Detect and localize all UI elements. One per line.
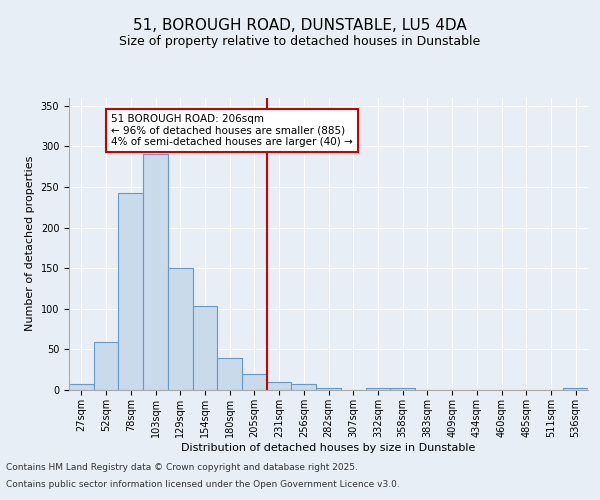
Bar [390,388,415,390]
Bar [365,388,390,390]
Text: Contains HM Land Registry data © Crown copyright and database right 2025.: Contains HM Land Registry data © Crown c… [6,464,358,472]
Bar [94,342,118,390]
Text: 51 BOROUGH ROAD: 206sqm
← 96% of detached houses are smaller (885)
4% of semi-de: 51 BOROUGH ROAD: 206sqm ← 96% of detache… [111,114,353,147]
Bar [193,306,217,390]
Text: 51, BOROUGH ROAD, DUNSTABLE, LU5 4DA: 51, BOROUGH ROAD, DUNSTABLE, LU5 4DA [133,18,467,32]
Bar [267,382,292,390]
Text: Size of property relative to detached houses in Dunstable: Size of property relative to detached ho… [119,35,481,48]
Bar [168,268,193,390]
Bar [118,192,143,390]
Bar [316,388,341,390]
Text: Contains public sector information licensed under the Open Government Licence v3: Contains public sector information licen… [6,480,400,489]
X-axis label: Distribution of detached houses by size in Dunstable: Distribution of detached houses by size … [181,442,476,452]
Bar [563,388,588,390]
Bar [292,384,316,390]
Y-axis label: Number of detached properties: Number of detached properties [25,156,35,332]
Bar [217,358,242,390]
Bar [242,374,267,390]
Bar [143,154,168,390]
Bar [69,384,94,390]
